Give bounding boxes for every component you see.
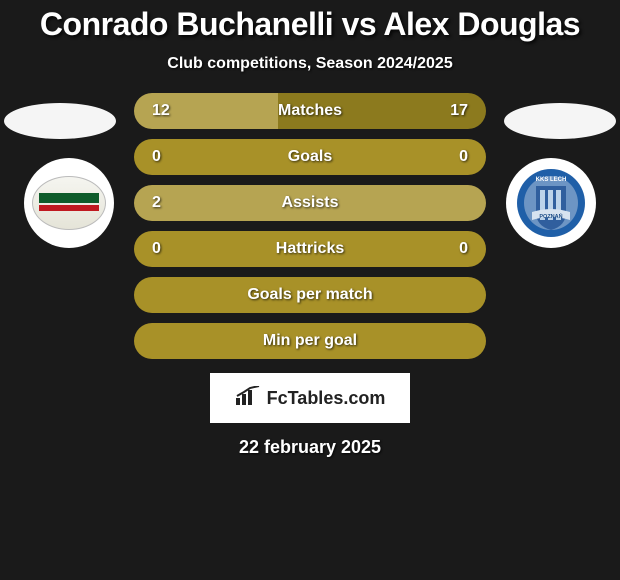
page-title: Conrado Buchanelli vs Alex Douglas xyxy=(0,0,620,43)
stat-assists-label: Assists xyxy=(282,194,339,212)
stat-goals-right-value: 0 xyxy=(459,148,468,166)
svg-text:KKS LECH: KKS LECH xyxy=(536,177,567,183)
brand-chart-icon xyxy=(235,386,261,411)
stat-matches-label: Matches xyxy=(278,102,342,120)
brand-text: FcTables.com xyxy=(267,388,386,409)
left-country-flag xyxy=(4,103,116,139)
stat-gpm-label: Goals per match xyxy=(247,286,372,304)
stat-matches-left-value: 12 xyxy=(152,102,170,120)
stat-row-assists: 2 Assists xyxy=(134,185,486,221)
stat-row-hattricks: 0 Hattricks 0 xyxy=(134,231,486,267)
stat-hattricks-left-value: 0 xyxy=(152,240,161,258)
stat-row-gpm: Goals per match xyxy=(134,277,486,313)
right-club-crest-icon: KKS LECH POZNAŃ xyxy=(516,168,586,238)
brand-footer: FcTables.com xyxy=(210,373,410,423)
subtitle: Club competitions, Season 2024/2025 xyxy=(0,55,620,73)
stat-hattricks-label: Hattricks xyxy=(276,240,344,258)
stat-row-matches: 12 Matches 17 xyxy=(134,93,486,129)
right-country-flag xyxy=(504,103,616,139)
left-club-crest-icon xyxy=(32,176,106,230)
stat-goals-label: Goals xyxy=(288,148,332,166)
stat-goals-left-value: 0 xyxy=(152,148,161,166)
stat-mpg-label: Min per goal xyxy=(263,332,357,350)
stat-hattricks-right-value: 0 xyxy=(459,240,468,258)
date-text: 22 february 2025 xyxy=(0,437,620,458)
stats-list: 12 Matches 17 0 Goals 0 2 Assists 0 Hatt… xyxy=(134,93,486,359)
svg-text:POZNAŃ: POZNAŃ xyxy=(539,212,562,220)
comparison-panel: KKS LECH POZNAŃ 12 Matches 17 0 Goals 0 … xyxy=(0,93,620,458)
right-club-badge: KKS LECH POZNAŃ xyxy=(506,158,596,248)
stat-row-mpg: Min per goal xyxy=(134,323,486,359)
left-club-badge xyxy=(24,158,114,248)
stat-assists-left-value: 2 xyxy=(152,194,161,212)
stat-matches-right-value: 17 xyxy=(450,102,468,120)
stat-row-goals: 0 Goals 0 xyxy=(134,139,486,175)
